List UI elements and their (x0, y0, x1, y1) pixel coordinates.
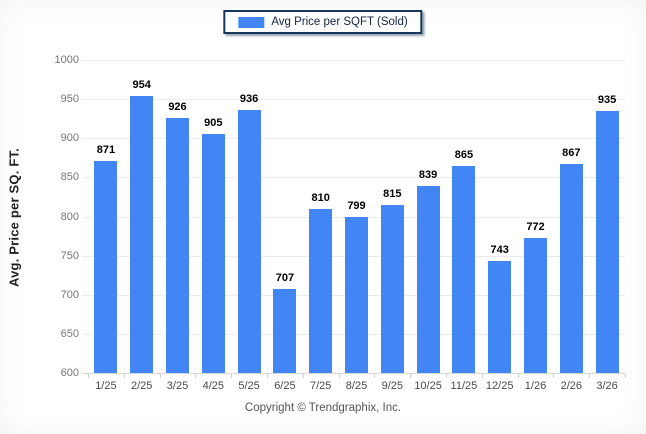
bar-value-label: 865 (454, 148, 474, 161)
bar-3/25 (166, 117, 189, 373)
gridline (88, 99, 625, 100)
bar-6/25 (273, 289, 297, 373)
x-tick-mark (339, 374, 340, 378)
y-tick-label: 950 (60, 93, 79, 105)
y-tick-label: 1000 (54, 54, 79, 66)
x-tick-mark (589, 374, 590, 378)
x-tick-label: 3/25 (166, 380, 189, 392)
bar-value-label: 772 (526, 221, 545, 234)
bar-value-label: 867 (562, 147, 581, 160)
y-axis-tick-labels: 600 650 700 750 800 850 900 950 1000 (0, 54, 79, 379)
y-tick-label: 600 (60, 367, 79, 379)
y-tick-label: 750 (60, 250, 79, 262)
x-tick-label: 2/25 (130, 380, 153, 392)
x-tick-label: 10/25 (414, 380, 442, 392)
gridline (88, 138, 625, 139)
x-axis-tick-labels: 1/25 2/25 3/25 4/25 5/25 6/25 7/25 8/25 9/25 10/2… (88, 380, 625, 394)
bar-value-label: 926 (168, 100, 187, 113)
copyright-text: Copyright © Trendgraphix, Inc. (244, 402, 402, 414)
x-tick-mark (195, 374, 196, 378)
legend: Avg Price per SQFT (Sold) (223, 10, 423, 34)
x-tick-mark (410, 374, 411, 378)
x-axis-line (88, 373, 625, 374)
x-tick-label: 8/25 (345, 380, 368, 392)
y-tick-mark (82, 217, 88, 218)
legend-label: Avg Price per SQFT (Sold) (271, 16, 408, 28)
bar-value-label: 743 (490, 244, 509, 257)
bar-1/25 (94, 160, 118, 373)
x-tick-label: 5/25 (238, 380, 260, 392)
bar-11/25 (452, 165, 476, 373)
x-tick-mark (553, 374, 554, 378)
y-tick-mark (82, 373, 88, 374)
bar-value-label: 839 (418, 168, 438, 181)
bar-10/25 (416, 185, 440, 373)
bar-value-label: 871 (96, 143, 116, 156)
y-tick-label: 650 (60, 328, 79, 340)
y-tick-mark (82, 256, 88, 257)
x-tick-label: 12/25 (485, 380, 514, 392)
bar-4/25 (201, 134, 225, 373)
bar-2/25 (130, 96, 154, 373)
y-tick-mark (82, 99, 88, 100)
bar-7/25 (309, 208, 333, 373)
x-tick-label: 4/25 (202, 380, 224, 392)
x-tick-label: 7/25 (309, 380, 332, 392)
legend-swatch-icon (238, 16, 265, 28)
x-tick-mark (374, 374, 375, 378)
x-tick-label: 6/25 (274, 380, 296, 392)
bar-value-label: 810 (311, 191, 330, 204)
bar-value-label: 799 (347, 200, 366, 213)
bar-8/25 (345, 217, 368, 373)
x-tick-mark (482, 374, 483, 378)
y-tick-label: 700 (60, 289, 79, 301)
x-tick-mark (303, 374, 304, 378)
x-tick-mark (625, 374, 626, 378)
bar-value-label: 707 (275, 272, 295, 285)
bar-12/25 (488, 261, 512, 373)
x-tick-mark (446, 374, 447, 378)
x-tick-mark (231, 374, 232, 378)
x-tick-mark (518, 374, 519, 378)
x-tick-label: 1/26 (524, 380, 547, 392)
gridline (88, 177, 625, 178)
x-tick-mark (124, 374, 125, 378)
x-tick-mark (88, 374, 89, 378)
bar-value-label: 936 (239, 93, 259, 106)
x-tick-label: 11/25 (450, 380, 478, 392)
x-tick-label: 2/26 (560, 380, 582, 392)
y-tick-mark (82, 138, 88, 139)
bar-1/26 (524, 238, 547, 373)
bar-value-label: 954 (132, 78, 151, 91)
x-axis-tick-marks (88, 373, 626, 378)
bar-value-label: 815 (383, 187, 402, 200)
y-tick-mark (82, 60, 88, 61)
y-tick-mark (82, 177, 88, 178)
plot-area: 871 954 926 905 936 707 810 799 815 839 865 743 772 8… (82, 60, 625, 374)
x-tick-label: 1/25 (95, 380, 117, 392)
y-tick-mark (82, 295, 88, 296)
x-tick-label: 3/26 (596, 380, 618, 392)
y-tick-mark (82, 334, 88, 335)
x-tick-label: 9/25 (381, 380, 403, 392)
y-tick-label: 800 (60, 211, 79, 223)
bar-9/25 (380, 204, 404, 373)
y-tick-label: 850 (60, 171, 79, 183)
bar-3/26 (595, 110, 619, 373)
y-tick-label: 900 (60, 132, 79, 144)
bar-2/26 (559, 164, 583, 373)
x-tick-mark (267, 374, 268, 378)
bar-value-label: 905 (204, 117, 223, 130)
gridline (88, 60, 625, 61)
bar-value-label: 935 (597, 93, 617, 106)
bar-5/25 (237, 110, 261, 373)
x-tick-mark (160, 374, 161, 378)
